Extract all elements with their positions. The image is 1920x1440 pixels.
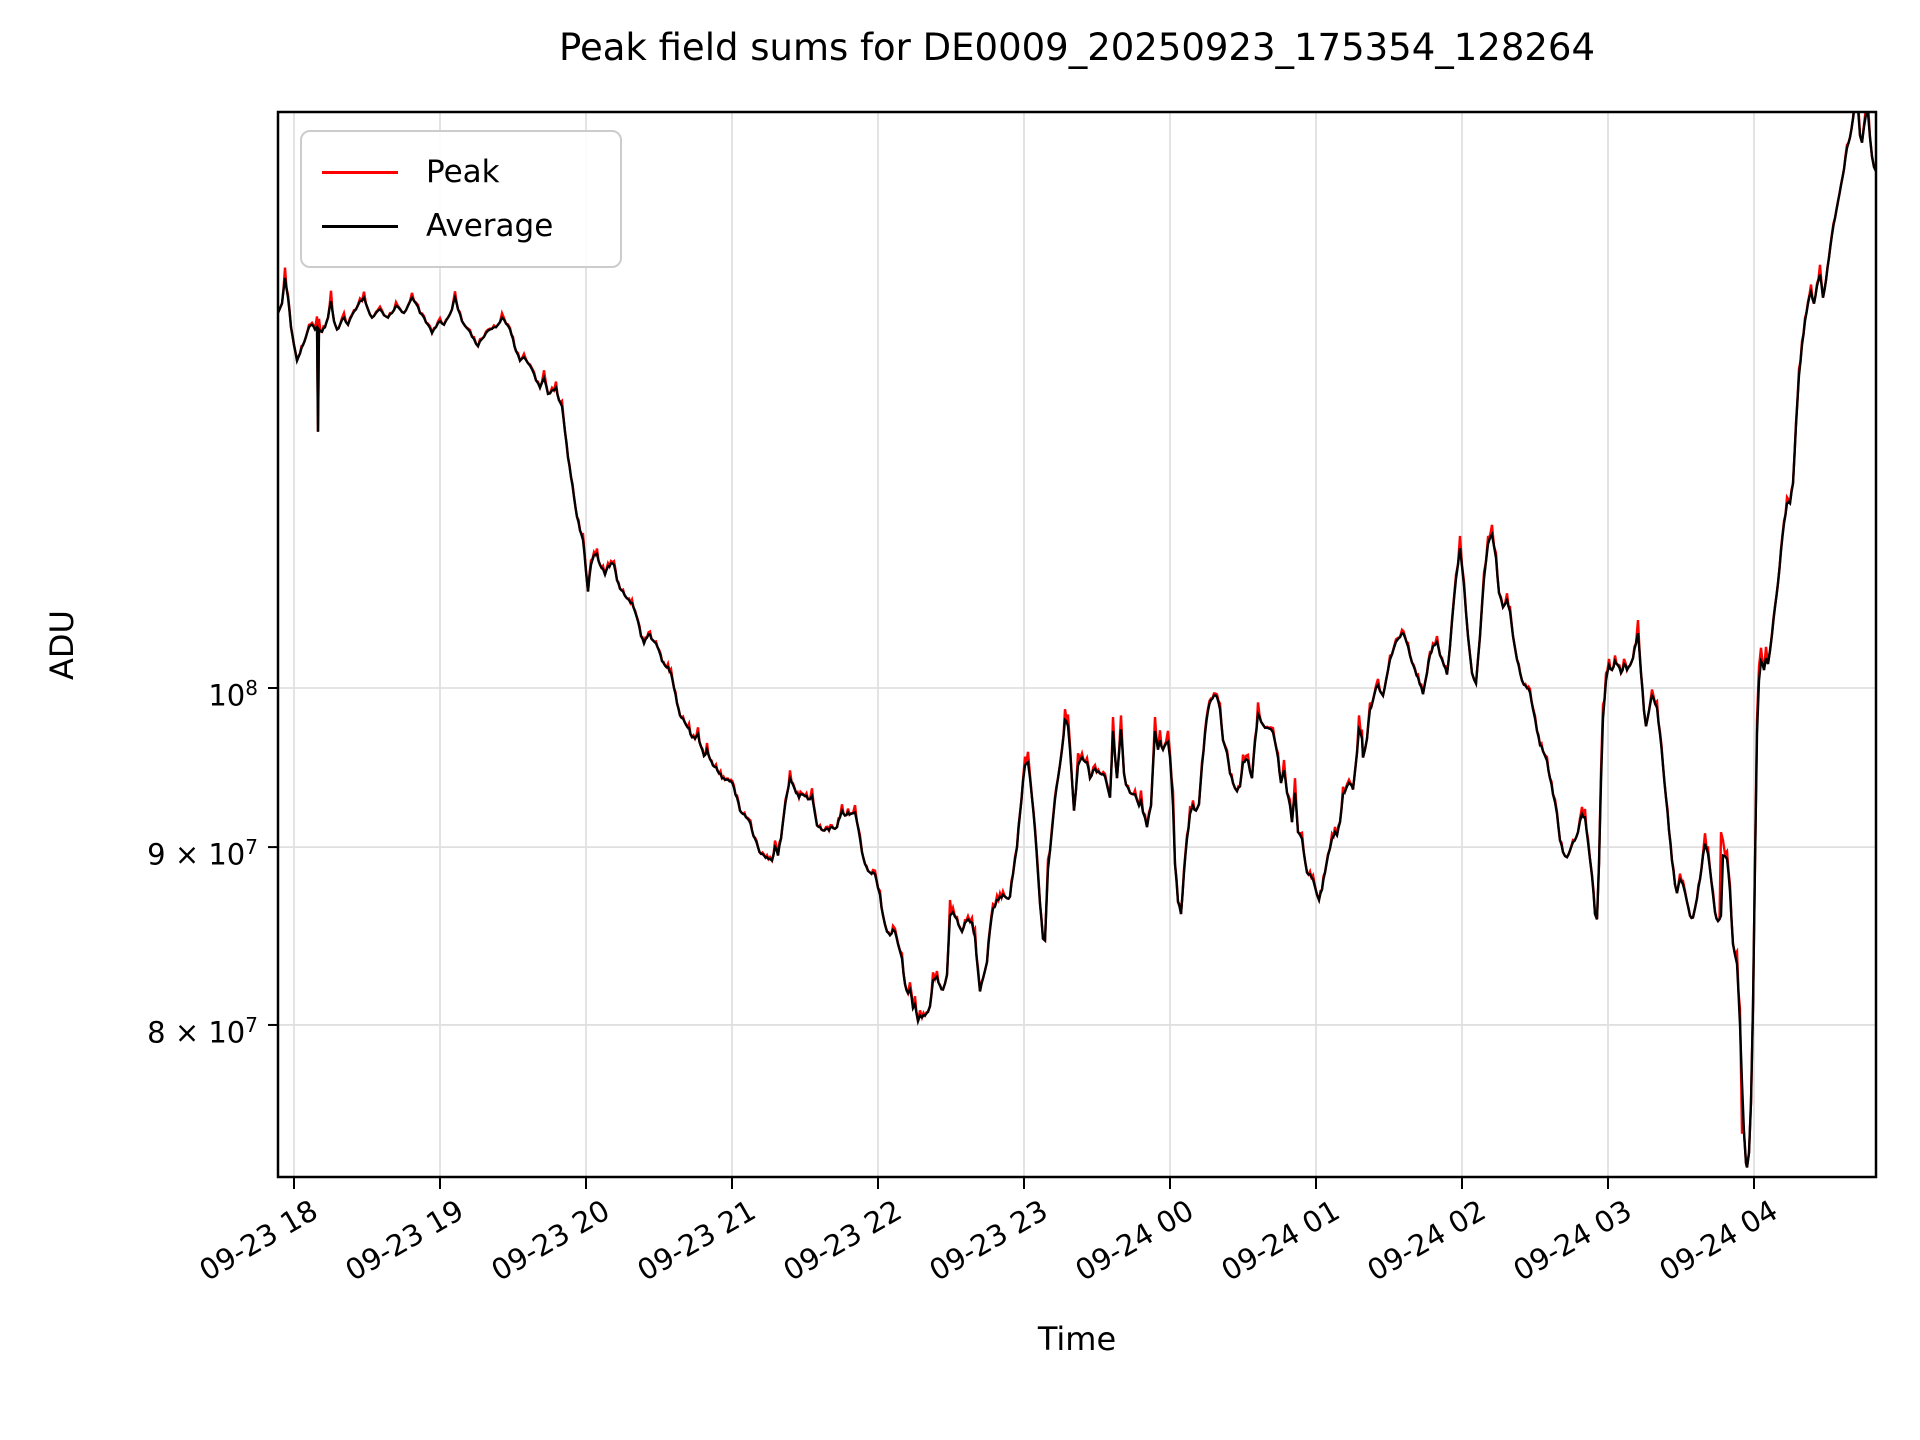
average-series-line [278,112,1876,1168]
plot-border [276,110,1878,1179]
tick-marks [268,687,1755,1189]
peak-series-line [278,112,1876,1168]
grid [278,112,1876,1177]
